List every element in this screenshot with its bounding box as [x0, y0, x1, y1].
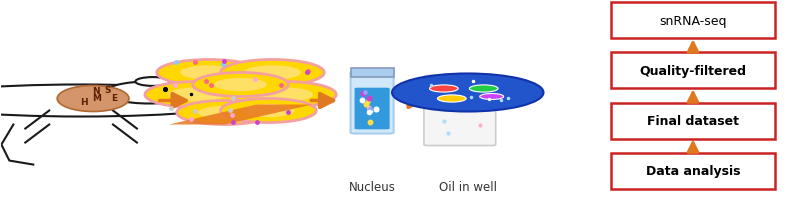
Text: Final dataset: Final dataset	[647, 115, 739, 127]
Circle shape	[193, 73, 288, 97]
FancyBboxPatch shape	[611, 3, 774, 39]
Circle shape	[233, 82, 336, 108]
Text: E: E	[110, 94, 117, 102]
Circle shape	[242, 104, 294, 118]
Circle shape	[177, 101, 273, 125]
Circle shape	[244, 66, 301, 80]
Circle shape	[256, 88, 313, 102]
Ellipse shape	[0, 85, 249, 117]
Circle shape	[145, 82, 249, 108]
Text: H: H	[80, 98, 87, 106]
Circle shape	[430, 85, 458, 93]
Text: Nucleus: Nucleus	[349, 180, 395, 193]
Circle shape	[168, 88, 226, 102]
Polygon shape	[169, 105, 312, 125]
FancyBboxPatch shape	[611, 103, 774, 139]
Circle shape	[470, 85, 498, 93]
Circle shape	[392, 74, 543, 112]
Text: M: M	[93, 94, 102, 102]
FancyBboxPatch shape	[350, 72, 394, 134]
Circle shape	[438, 95, 466, 103]
FancyBboxPatch shape	[424, 76, 496, 146]
Circle shape	[214, 79, 267, 92]
Ellipse shape	[57, 86, 129, 112]
Circle shape	[198, 106, 251, 120]
Circle shape	[180, 66, 237, 80]
Circle shape	[135, 78, 170, 86]
FancyBboxPatch shape	[350, 69, 394, 78]
Circle shape	[480, 94, 504, 100]
Text: Quality-filtered: Quality-filtered	[639, 65, 746, 78]
Text: S: S	[104, 86, 110, 95]
Circle shape	[157, 60, 261, 86]
Circle shape	[221, 99, 316, 123]
Text: Oil in well: Oil in well	[438, 180, 497, 193]
Text: N: N	[92, 87, 99, 96]
FancyBboxPatch shape	[611, 53, 774, 89]
Circle shape	[105, 82, 193, 104]
Circle shape	[221, 60, 324, 86]
Text: Data analysis: Data analysis	[646, 164, 740, 177]
FancyBboxPatch shape	[354, 88, 390, 130]
Text: snRNA-seq: snRNA-seq	[659, 15, 726, 28]
FancyBboxPatch shape	[611, 153, 774, 189]
